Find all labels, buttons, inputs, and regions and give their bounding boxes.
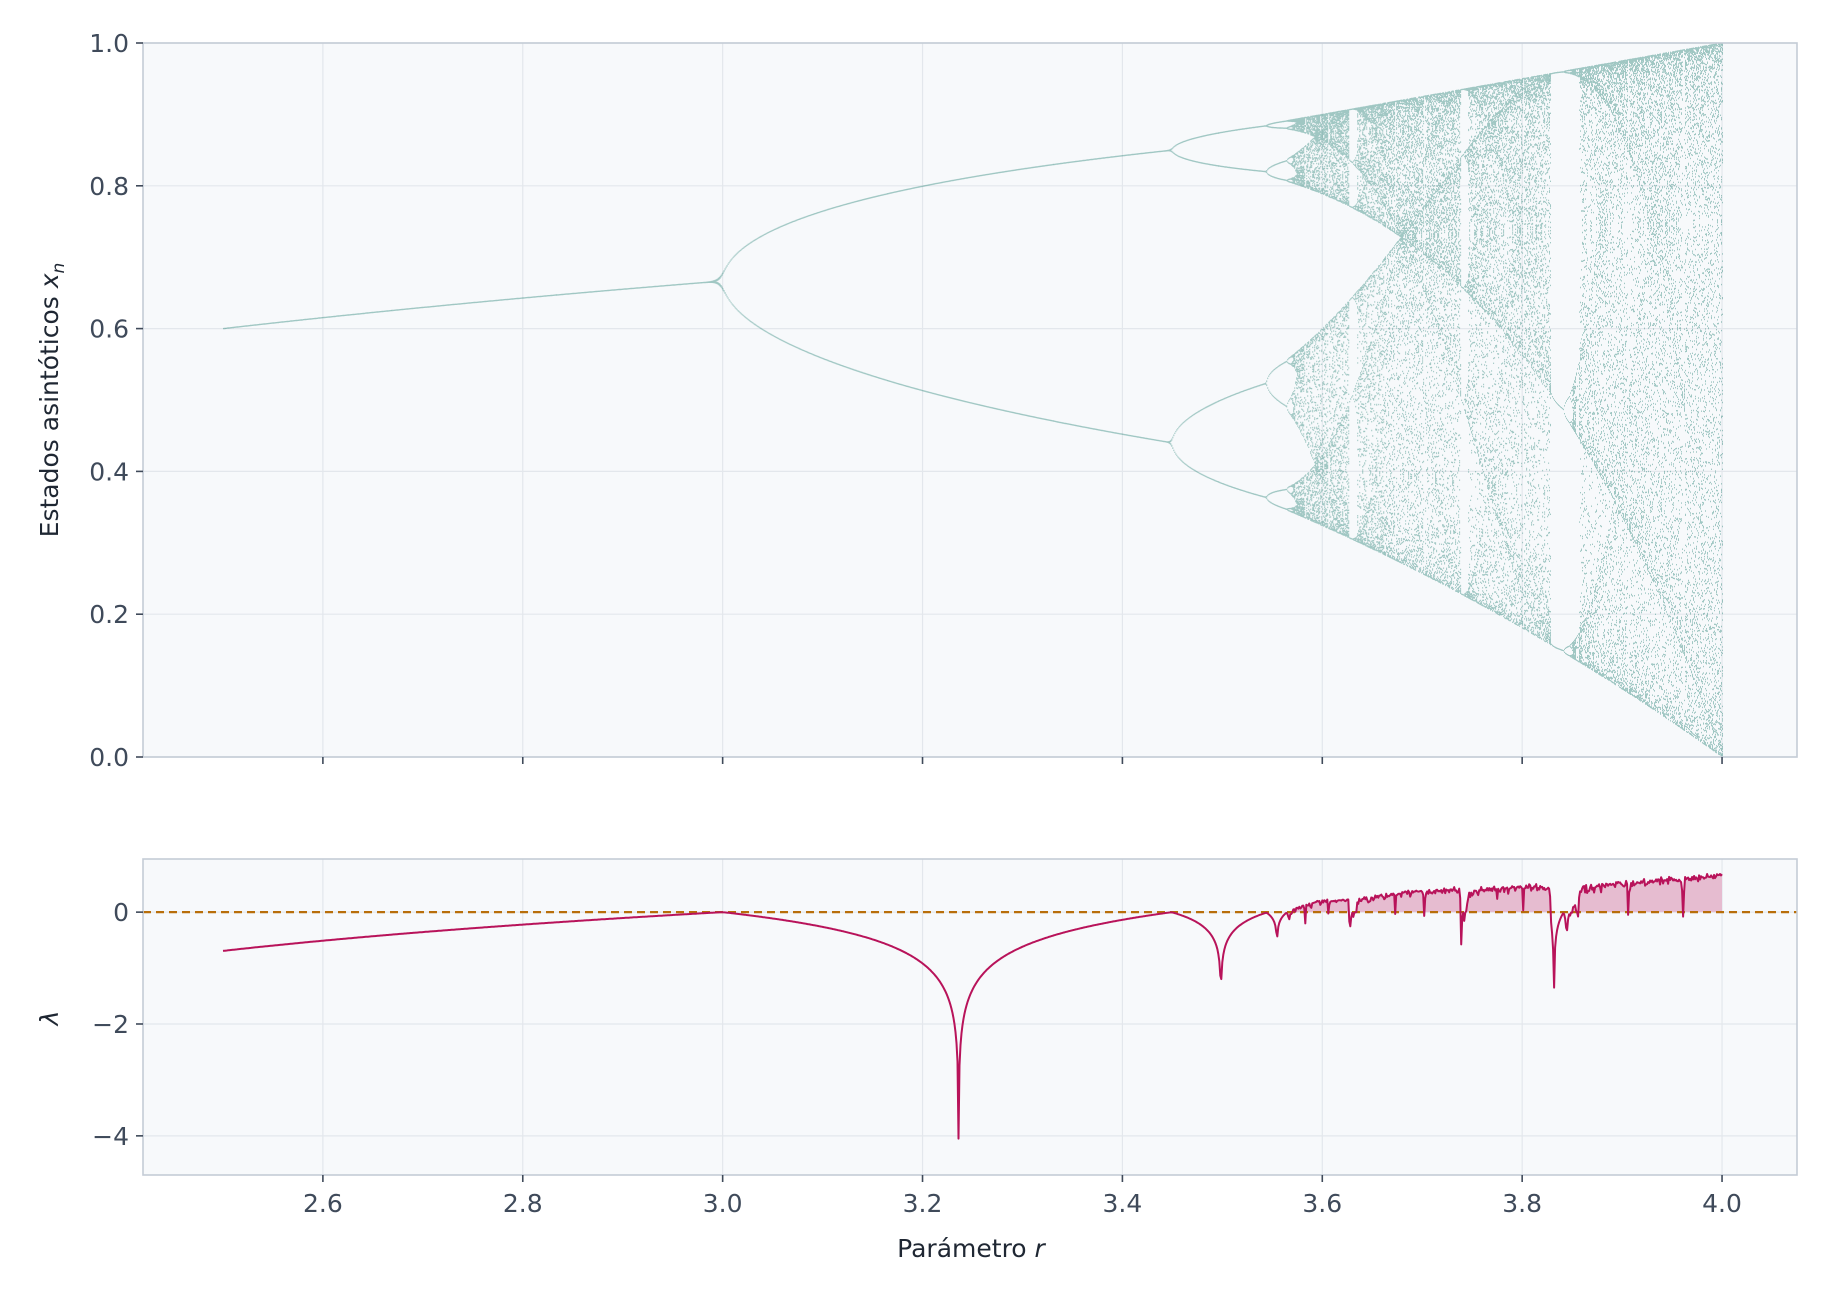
x-tick-label: 2.6 bbox=[303, 1189, 343, 1218]
bifurcation-y-tick-label: 0.6 bbox=[89, 315, 129, 344]
lyapunov-y-axis-label: λ bbox=[35, 1011, 64, 1028]
x-axis-label: Parámetro r bbox=[897, 1234, 1046, 1263]
lyapunov-y-tick-label: −4 bbox=[92, 1122, 129, 1151]
bifurcation-y-tick-label: 0.2 bbox=[89, 600, 129, 629]
bifurcation-y-tick-label: 0.4 bbox=[89, 457, 129, 486]
x-tick-label: 3.6 bbox=[1302, 1189, 1342, 1218]
bifurcation-panel: 0.0 0.2 0.4 0.6 0.8 1.0 Estados asintóticos x… bbox=[35, 29, 1797, 772]
bifurcation-plot-area bbox=[143, 43, 1797, 757]
bifurcation-y-tick-label: 0.0 bbox=[89, 743, 129, 772]
x-tick-label: 3.0 bbox=[703, 1189, 743, 1218]
bifurcation-y-axis-label-var: x bbox=[35, 273, 64, 289]
bifurcation-y-tick-label: 0.8 bbox=[89, 172, 129, 201]
bifurcation-y-tick-label: 1.0 bbox=[89, 29, 129, 58]
x-tick-label: 4.0 bbox=[1702, 1189, 1742, 1218]
x-axis-label-var: r bbox=[1035, 1234, 1047, 1263]
x-tick-label: 3.4 bbox=[1103, 1189, 1143, 1218]
lyapunov-y-tick-label: 0 bbox=[113, 898, 129, 927]
x-axis-label-text: Parámetro bbox=[897, 1234, 1026, 1263]
bifurcation-y-axis-label: Estados asintóticos xn bbox=[35, 263, 69, 538]
x-tick-label: 3.2 bbox=[903, 1189, 943, 1218]
lyapunov-panel: 2.6 2.8 3.0 3.2 3.4 3.6 3.8 4.0 0 −2 −4 λ Parámetr… bbox=[35, 859, 1797, 1263]
bifurcation-y-axis-label-sub: n bbox=[49, 263, 69, 274]
bifurcation-y-axis-label-text: Estados asintóticos bbox=[35, 296, 64, 537]
x-tick-label: 3.8 bbox=[1502, 1189, 1542, 1218]
lyapunov-y-tick-label: −2 bbox=[92, 1010, 129, 1039]
x-tick-label: 2.8 bbox=[503, 1189, 543, 1218]
